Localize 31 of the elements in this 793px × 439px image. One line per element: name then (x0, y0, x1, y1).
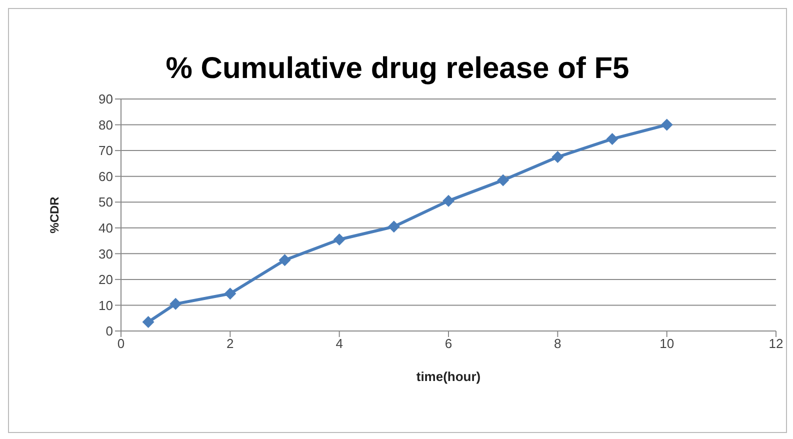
point (333, 233, 346, 246)
y-axis-title: %CDR (47, 196, 62, 234)
point (278, 254, 291, 266)
x-tick-label: 8 (554, 336, 562, 352)
y-tick-label: 80 (98, 117, 113, 132)
point (442, 194, 454, 207)
point (170, 298, 182, 310)
x-tick-label: 6 (444, 336, 452, 352)
x-tick-label: 10 (660, 336, 674, 352)
point (552, 151, 564, 163)
y-tick-label: 70 (98, 143, 113, 158)
y-tick-label: 90 (98, 92, 113, 107)
point (606, 132, 618, 145)
point (660, 118, 673, 131)
x-tick-label: 0 (117, 336, 125, 352)
x-axis-title: time(hour) (416, 369, 481, 384)
y-tick-label: 60 (98, 168, 113, 184)
y-tick-label: 0 (106, 324, 113, 339)
chart-title: % Cumulative drug release of F5 (164, 51, 630, 87)
y-tick-label: 40 (98, 220, 113, 236)
point (388, 220, 400, 233)
y-tick-label: 10 (98, 298, 113, 313)
point (142, 316, 154, 328)
point (224, 288, 236, 300)
x-tick-label: 4 (336, 336, 343, 352)
y-tick-label: 20 (98, 272, 113, 288)
point (497, 174, 510, 186)
x-tick-label: 2 (226, 336, 234, 352)
y-tick-label: 30 (98, 246, 113, 262)
y-tick-label: 50 (98, 194, 113, 210)
x-tick-label: 12 (768, 336, 784, 352)
